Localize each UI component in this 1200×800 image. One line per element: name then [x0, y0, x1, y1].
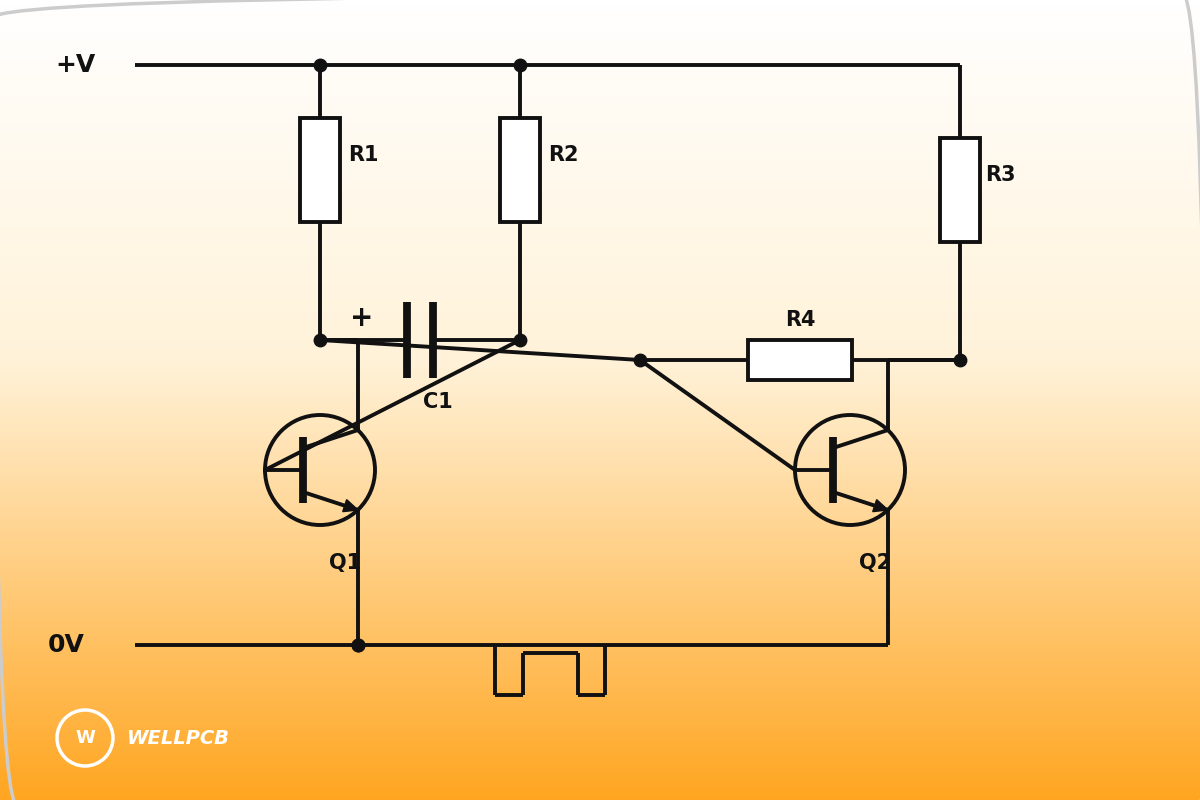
FancyBboxPatch shape — [500, 118, 540, 222]
Text: Q1: Q1 — [329, 553, 361, 573]
Text: +V: +V — [55, 53, 95, 77]
Text: R3: R3 — [985, 165, 1015, 185]
Text: R2: R2 — [548, 145, 578, 165]
Text: C1: C1 — [424, 392, 452, 412]
FancyBboxPatch shape — [748, 340, 852, 380]
Text: R4: R4 — [785, 310, 815, 330]
FancyBboxPatch shape — [940, 138, 980, 242]
FancyBboxPatch shape — [300, 118, 340, 222]
Text: 0V: 0V — [48, 633, 85, 657]
Polygon shape — [343, 500, 358, 512]
Text: W: W — [76, 729, 95, 747]
Polygon shape — [872, 500, 888, 512]
Text: R1: R1 — [348, 145, 378, 165]
Text: +: + — [350, 304, 373, 332]
Text: Q2: Q2 — [859, 553, 892, 573]
Text: WELLPCB: WELLPCB — [127, 729, 230, 747]
